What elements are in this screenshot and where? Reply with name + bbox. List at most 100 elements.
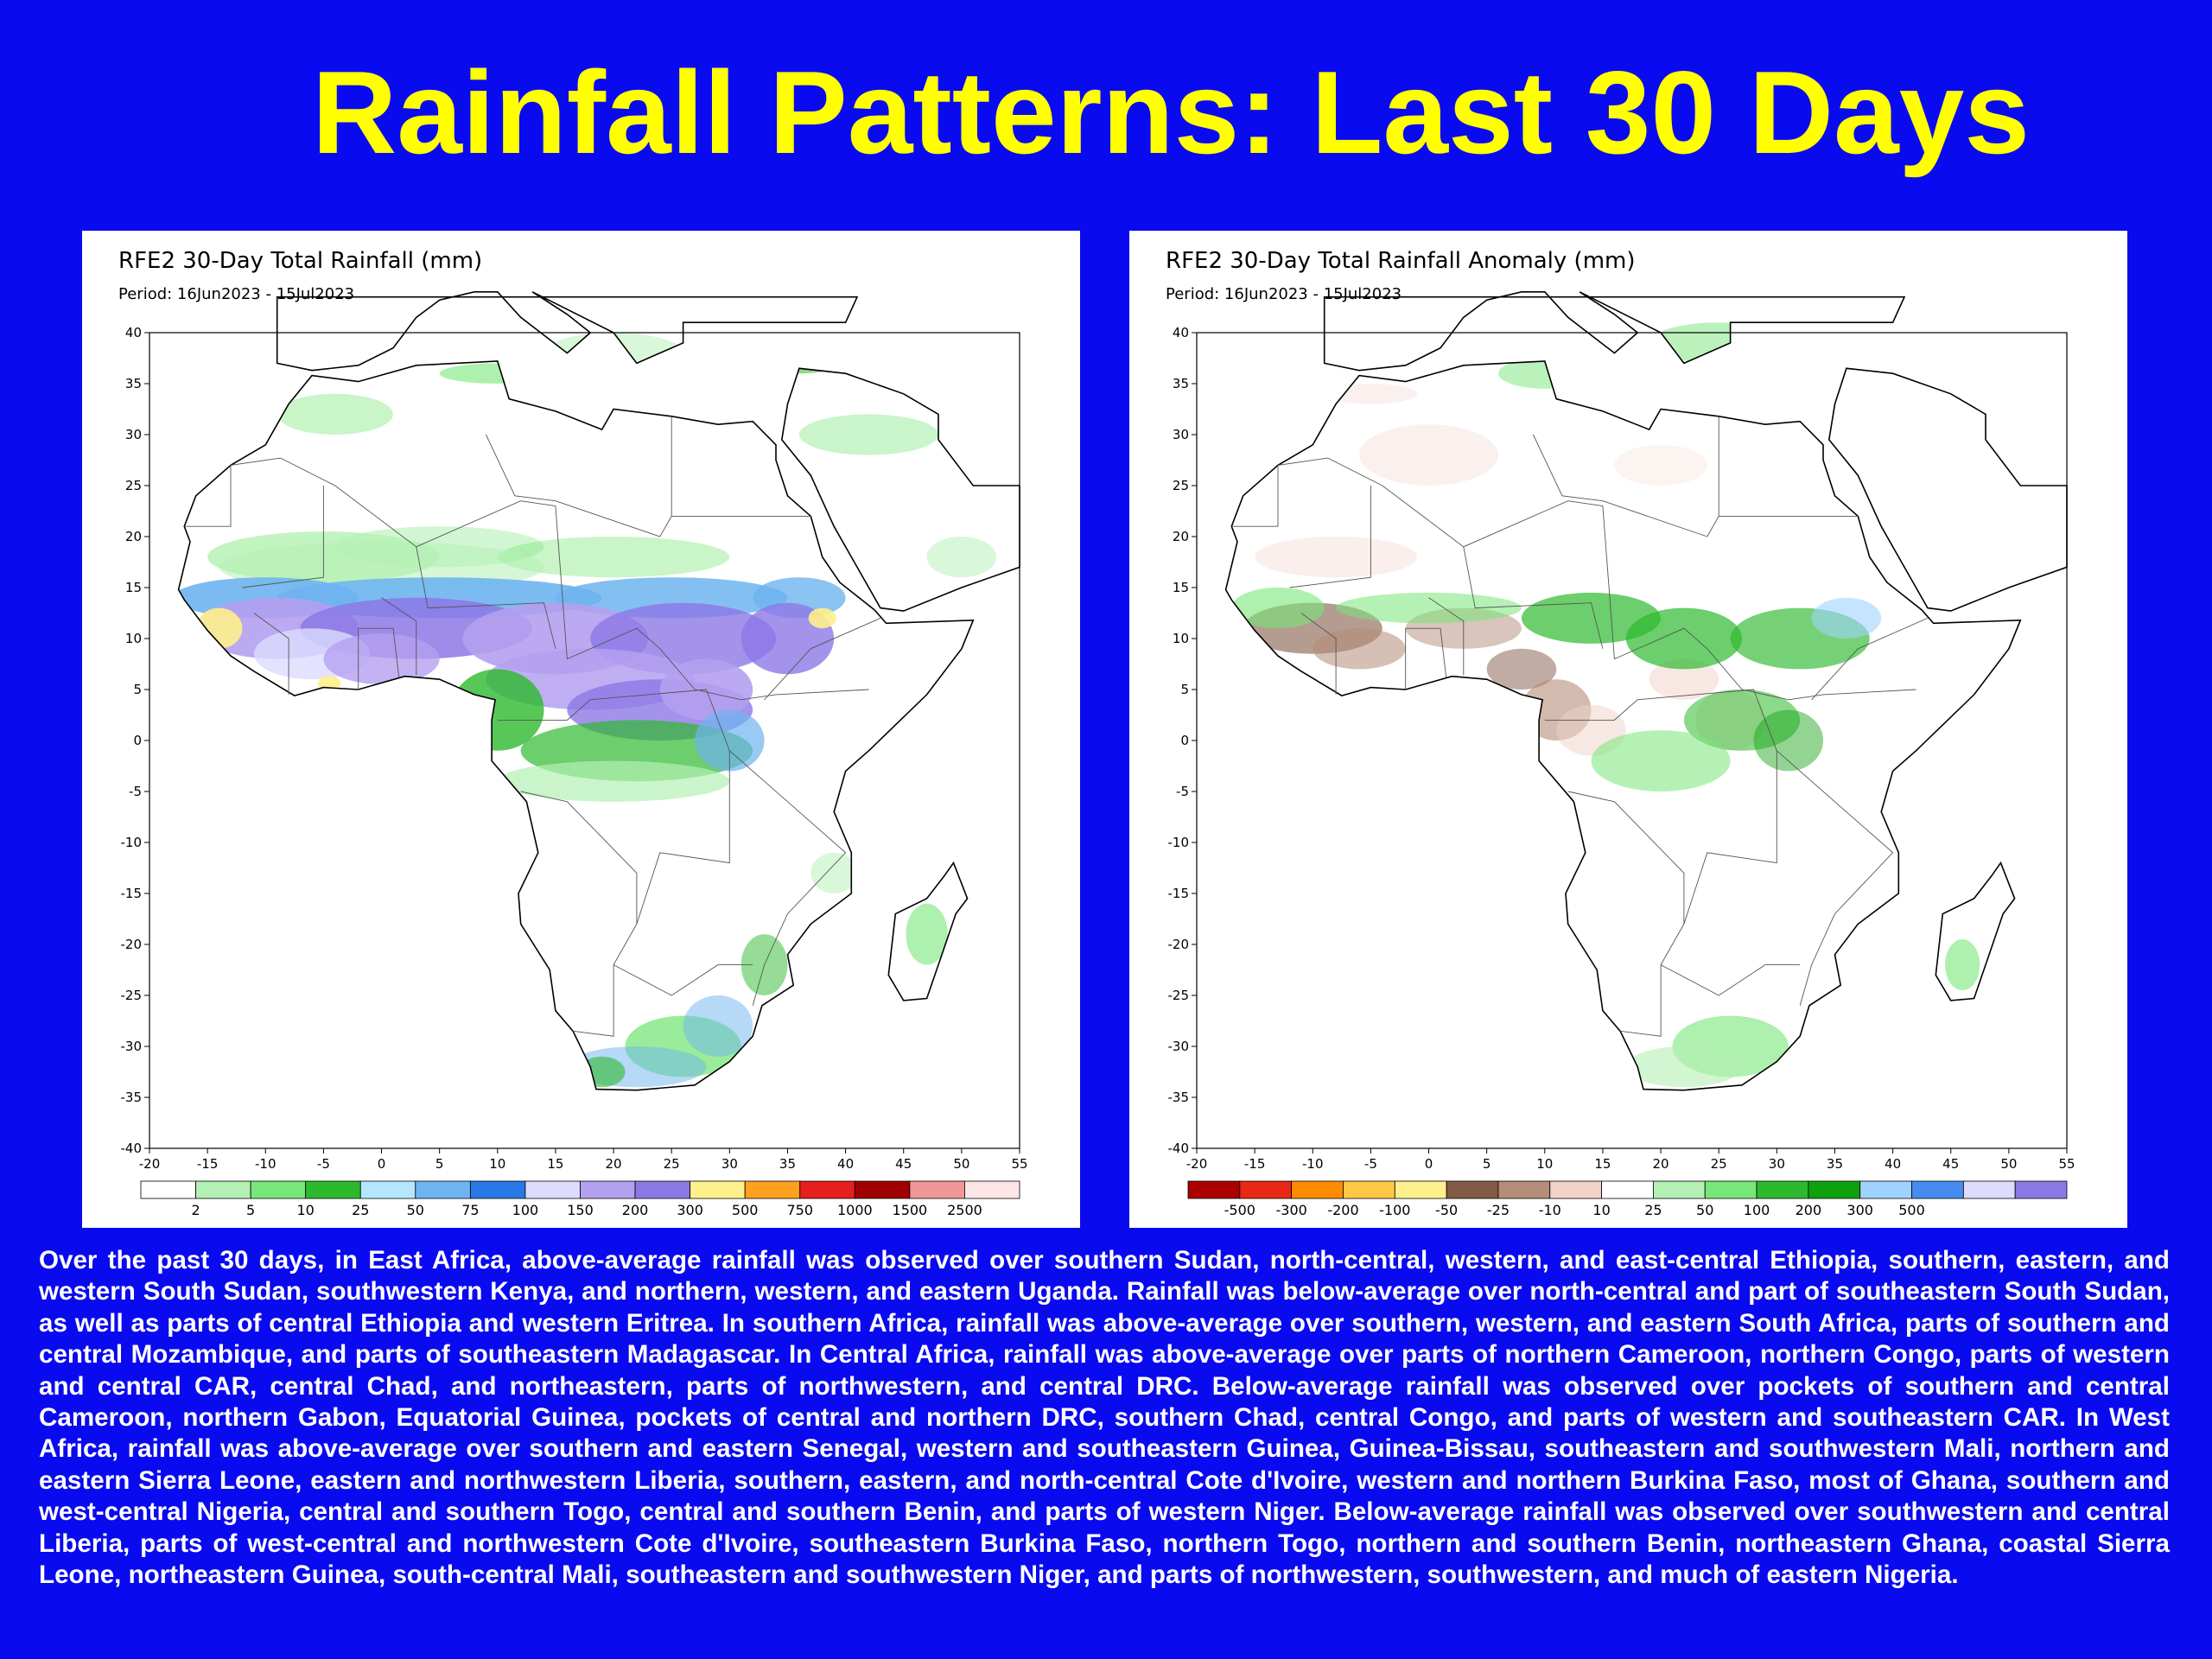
- lon-tick-label: 5: [1483, 1156, 1491, 1172]
- rainfall-patch: [1881, 333, 2021, 374]
- legend-swatch: [524, 1180, 581, 1199]
- lon-tick-label: 20: [606, 1156, 622, 1172]
- legend-swatch: [1497, 1180, 1551, 1199]
- slide-title: Rainfall Patterns: Last 30 Days: [312, 47, 2030, 178]
- lat-tick-label: 25: [1173, 478, 1189, 493]
- lon-tick-label: 55: [1011, 1156, 1027, 1172]
- rainfall-patch: [497, 537, 730, 578]
- legend-label: 100: [512, 1202, 539, 1218]
- legend-label: 750: [786, 1202, 813, 1218]
- lon-tick-label: -15: [197, 1156, 219, 1172]
- legend-label: -50: [1435, 1202, 1458, 1218]
- rainfall-patch: [1521, 592, 1662, 644]
- legend-label: 1000: [837, 1202, 873, 1218]
- lon-tick-label: 45: [1942, 1156, 1959, 1172]
- lon-tick-label: 0: [378, 1156, 386, 1172]
- lon-tick-label: 55: [2058, 1156, 2075, 1172]
- lat-tick-label: -5: [129, 784, 142, 799]
- legend-label: 200: [622, 1202, 649, 1218]
- country-border: [1811, 617, 1929, 701]
- legend-swatch: [1601, 1180, 1654, 1199]
- rainfall-patch: [1231, 588, 1325, 629]
- africa-outline: [177, 360, 975, 1091]
- lon-tick-label: 30: [721, 1156, 738, 1172]
- lat-tick-label: 5: [1180, 682, 1189, 697]
- country-border: [1660, 964, 1801, 996]
- legend-swatch: [305, 1180, 361, 1199]
- rainfall-patch: [1255, 537, 1418, 578]
- rainfall-patch: [926, 537, 997, 578]
- lon-tick-label: 40: [1885, 1156, 1901, 1172]
- rainfall-patch: [1591, 730, 1731, 791]
- legend-swatch: [140, 1180, 196, 1199]
- legend-swatch: [2014, 1180, 2068, 1199]
- legend-colorbar: [140, 1180, 1020, 1199]
- lat-tick-label: -20: [1168, 937, 1190, 952]
- lat-tick-label: 30: [1173, 427, 1189, 442]
- legend-swatch: [250, 1180, 307, 1199]
- rainfall-patch: [323, 633, 440, 685]
- country-border: [613, 964, 753, 996]
- legend-label: 5: [246, 1202, 255, 1218]
- legend-swatch: [1704, 1180, 1758, 1199]
- rainfall-patch: [578, 1056, 626, 1088]
- rainfall-patch: [1452, 684, 1522, 715]
- country-border: [497, 689, 730, 925]
- lon-tick-label: 15: [547, 1156, 563, 1172]
- country-border: [1567, 791, 1685, 965]
- lon-tick-label: -5: [317, 1156, 330, 1172]
- country-border: [416, 546, 556, 649]
- lat-tick-label: -35: [121, 1090, 143, 1105]
- lon-tick-label: 35: [779, 1156, 796, 1172]
- legend-swatch: [1756, 1180, 1809, 1199]
- legend-swatch: [1239, 1180, 1293, 1199]
- lon-tick-label: 50: [2000, 1156, 2017, 1172]
- country-border: [659, 648, 869, 701]
- lon-tick-label: 35: [1827, 1156, 1843, 1172]
- country-border: [381, 597, 417, 676]
- rainfall-patch: [1649, 658, 1719, 700]
- country-border: [1620, 964, 1662, 1037]
- legend-swatch: [1653, 1180, 1706, 1199]
- legend-label: 75: [461, 1202, 479, 1218]
- lon-tick-label: -10: [1302, 1156, 1324, 1172]
- rainfall-patch: [1811, 597, 1882, 639]
- legend-swatch: [580, 1180, 636, 1199]
- lon-tick-label: -10: [255, 1156, 276, 1172]
- rainfall-summary-text: Over the past 30 days, in East Africa, a…: [39, 1246, 2170, 1590]
- lon-tick-label: 25: [1711, 1156, 1727, 1172]
- rainfall-patch: [567, 1046, 707, 1088]
- lon-tick-label: 5: [435, 1156, 444, 1172]
- country-border: [1300, 613, 1337, 695]
- madagascar-outline: [887, 861, 969, 1001]
- lat-tick-label: -30: [121, 1039, 143, 1054]
- legend-label: 150: [567, 1202, 594, 1218]
- rainfall-patch: [1649, 322, 1789, 364]
- lat-tick-label: -20: [121, 937, 143, 952]
- lat-tick-label: -40: [1168, 1141, 1190, 1156]
- rainfall-field: [1231, 322, 2021, 1088]
- rainfall-patch: [1336, 592, 1522, 624]
- legend-label: 50: [407, 1202, 424, 1218]
- rainfall-patch: [1486, 648, 1557, 690]
- lat-tick-label: 20: [125, 529, 142, 544]
- legend-swatch: [854, 1180, 911, 1199]
- lon-tick-label: 0: [1425, 1156, 1433, 1172]
- rainfall-patch: [1945, 939, 1980, 991]
- lon-tick-label: -15: [1244, 1156, 1266, 1172]
- legend-swatch: [1446, 1180, 1499, 1199]
- lon-tick-label: -20: [1186, 1156, 1208, 1172]
- legend-swatch: [909, 1180, 965, 1199]
- lat-tick-label: 40: [125, 325, 142, 340]
- legend-label: -100: [1379, 1202, 1410, 1218]
- legend-swatch: [744, 1180, 801, 1199]
- map-title: RFE2 30-Day Total Rainfall (mm): [118, 248, 482, 274]
- europe-outline: [276, 291, 859, 372]
- lon-tick-label: 40: [837, 1156, 854, 1172]
- rainfall-patch: [810, 852, 858, 893]
- legend-swatch: [195, 1180, 251, 1199]
- legend-swatch: [1859, 1180, 1912, 1199]
- legend-label: -25: [1487, 1202, 1510, 1218]
- country-border: [1602, 505, 1708, 660]
- madagascar-outline: [1935, 861, 2016, 1001]
